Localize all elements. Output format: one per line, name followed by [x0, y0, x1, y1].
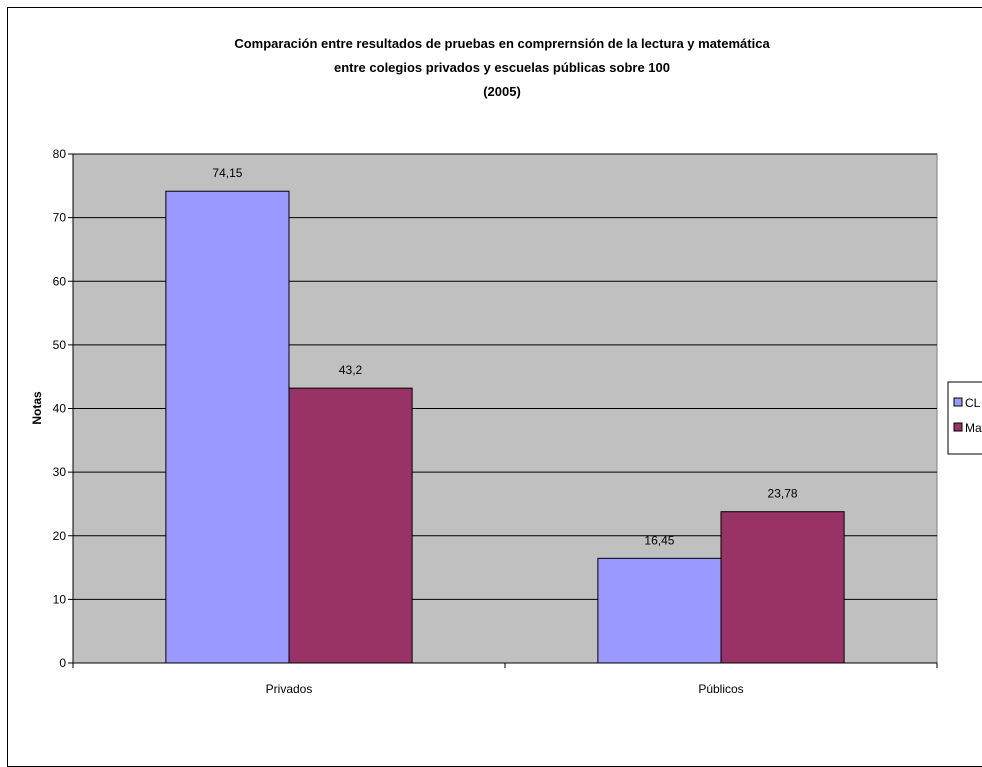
chart: Comparación entre resultados de pruebas …	[30, 36, 982, 696]
bar-cl-privados	[165, 190, 290, 664]
y-tick-label-40: 40	[53, 402, 67, 416]
bar-mat-privados	[288, 387, 413, 664]
y-tick-label-30: 30	[53, 465, 67, 479]
y-tick-label-10: 10	[53, 592, 67, 606]
legend-swatch-cl	[953, 397, 963, 407]
y-tick-label-80: 80	[53, 147, 67, 161]
data-label-cl-privados: 74,15	[212, 166, 242, 180]
legend-label-cl: CL	[965, 396, 981, 410]
y-tick-label-20: 20	[53, 529, 67, 543]
x-tick-label-privados: Privados	[266, 682, 313, 696]
y-axis-title: Notas	[30, 391, 44, 425]
chart-title-line-2: entre colegios privados y escuelas públi…	[334, 60, 670, 75]
x-tick-label-públicos: Públicos	[698, 682, 743, 696]
bar-cl-públicos	[597, 557, 722, 664]
data-label-mat-públicos: 23,78	[768, 487, 798, 501]
legend-box	[947, 381, 982, 455]
y-tick-label-60: 60	[53, 274, 67, 288]
legend: CL Mat	[947, 381, 982, 455]
bar-mat-públicos	[720, 511, 845, 664]
y-tick-label-0: 0	[59, 656, 66, 670]
legend-label-mat: Mat	[965, 421, 982, 435]
chart-title: Comparación entre resultados de pruebas …	[234, 36, 770, 99]
legend-swatch-mat	[953, 422, 963, 432]
data-label-cl-públicos: 16,45	[644, 533, 674, 547]
y-tick-label-70: 70	[53, 211, 67, 225]
y-tick-label-50: 50	[53, 338, 67, 352]
chart-title-line-3: (2005)	[483, 84, 521, 99]
chart-title-line-1: Comparación entre resultados de pruebas …	[234, 36, 770, 51]
data-label-mat-privados: 43,2	[339, 363, 363, 377]
